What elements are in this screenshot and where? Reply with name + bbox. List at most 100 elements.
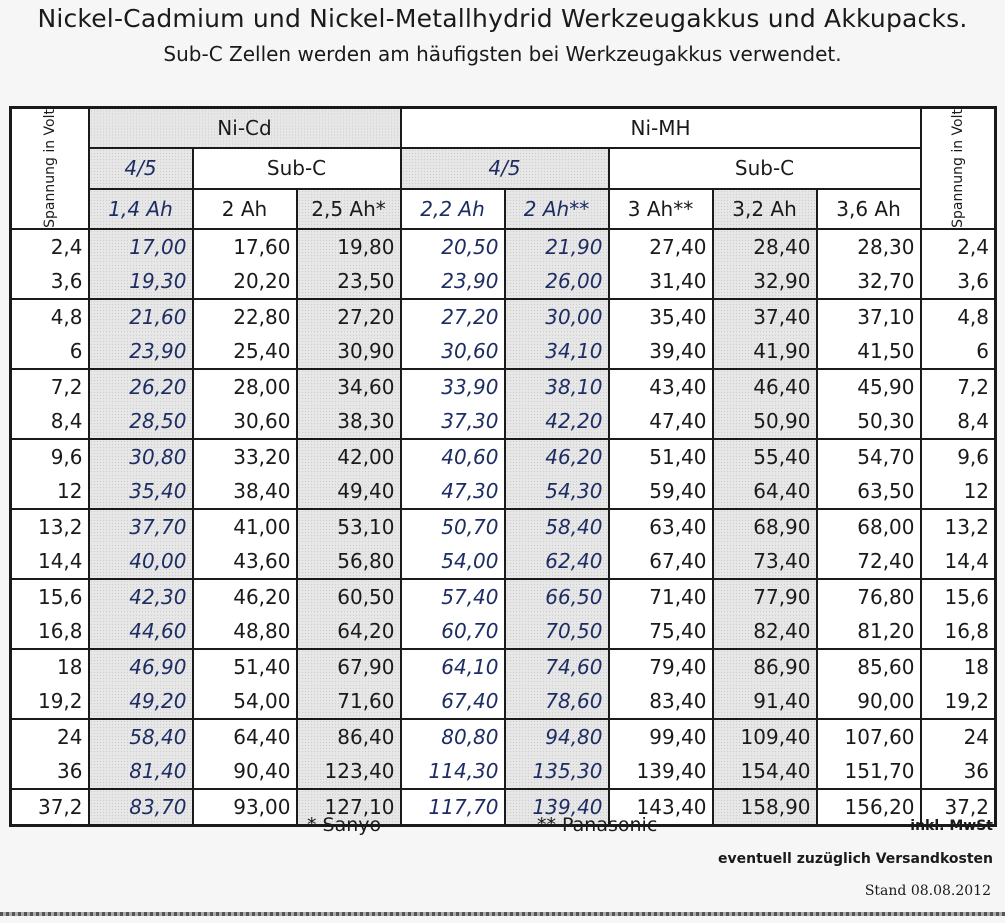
price-cell: 50,30 [815, 403, 922, 439]
voltage-cell: 2,4 [9, 228, 90, 264]
price-cell: 63,50 [815, 473, 922, 509]
voltage-cell: 16,8 [9, 613, 90, 649]
voltage-cell: 4,8 [9, 297, 90, 334]
price-cell: 127,10 [295, 787, 402, 827]
table-row: 24 58,40 64,40 86,40 80,80 94,80 99,40 109,40 10… [9, 717, 997, 754]
voltage-header-left: Spannung in Volt [9, 106, 90, 230]
price-cell: 71,40 [607, 577, 714, 614]
price-cell: 19,80 [295, 228, 402, 264]
price-cell: 53,10 [295, 507, 402, 544]
price-cell: 64,40 [711, 473, 818, 509]
price-cell: 62,40 [503, 543, 610, 579]
voltage-cell: 18 [9, 647, 90, 684]
price-cell: 86,90 [711, 647, 818, 684]
price-cell: 38,40 [191, 473, 298, 509]
price-cell: 68,00 [815, 507, 922, 544]
table-row: 3,6 19,30 20,20 23,50 23,90 26,00 31,40 32,90 32… [9, 263, 997, 299]
price-cell: 17,60 [191, 228, 298, 264]
price-cell: 81,20 [815, 613, 922, 649]
voltage-cell: 13,2 [919, 507, 997, 544]
price-cell: 139,40 [503, 787, 610, 827]
price-cell: 20,50 [399, 228, 506, 264]
price-cell: 58,40 [87, 717, 194, 754]
price-cell: 19,30 [87, 263, 194, 299]
price-cell: 26,00 [503, 263, 610, 299]
table-row: 16,8 44,60 48,80 64,20 60,70 70,50 75,40 82,40 8… [9, 613, 997, 649]
price-cell: 30,60 [399, 333, 506, 369]
price-cell: 99,40 [607, 717, 714, 754]
price-cell: 71,60 [295, 683, 402, 719]
table-row: 15,6 42,30 46,20 60,50 57,40 66,50 71,40 77,90 7… [9, 577, 997, 614]
price-cell: 50,70 [399, 507, 506, 544]
price-cell: 32,90 [711, 263, 818, 299]
price-cell: 73,40 [711, 543, 818, 579]
nimh-subc-header: Sub-C [607, 147, 922, 190]
price-cell: 30,80 [87, 437, 194, 474]
page-subtitle: Sub-C Zellen werden am häufigsten bei We… [163, 42, 842, 66]
price-cell: 117,70 [399, 787, 506, 827]
price-cell: 90,40 [191, 753, 298, 789]
voltage-cell: 36 [9, 753, 90, 789]
price-cell: 79,40 [607, 647, 714, 684]
shipping-note: eventuell zuzüglich Versandkosten [718, 851, 993, 867]
price-cell: 123,40 [295, 753, 402, 789]
price-cell: 27,40 [607, 228, 714, 264]
table-row: 19,2 49,20 54,00 71,60 67,40 78,60 83,40 91,40 9… [9, 683, 997, 719]
price-cell: 21,60 [87, 297, 194, 334]
voltage-cell: 12 [919, 473, 997, 509]
price-cell: 60,50 [295, 577, 402, 614]
table-row: 18 46,90 51,40 67,90 64,10 74,60 79,40 86,90 85,… [9, 647, 997, 684]
table-row: 4,8 21,60 22,80 27,20 27,20 30,00 35,40 37,40 37… [9, 297, 997, 334]
price-cell: 58,40 [503, 507, 610, 544]
price-cell: 55,40 [711, 437, 818, 474]
price-cell: 64,20 [295, 613, 402, 649]
price-cell: 33,90 [399, 367, 506, 404]
price-cell: 32,70 [815, 263, 922, 299]
price-cell: 56,80 [295, 543, 402, 579]
price-cell: 47,40 [607, 403, 714, 439]
col-header: 3 Ah** [607, 187, 714, 230]
price-cell: 82,40 [711, 613, 818, 649]
price-cell: 54,00 [399, 543, 506, 579]
voltage-cell: 14,4 [9, 543, 90, 579]
voltage-cell: 4,8 [919, 297, 997, 334]
price-cell: 43,60 [191, 543, 298, 579]
price-cell: 74,60 [503, 647, 610, 684]
price-cell: 86,40 [295, 717, 402, 754]
voltage-cell: 19,2 [9, 683, 90, 719]
price-cell: 68,90 [711, 507, 818, 544]
nicd-45-header: 4/5 [87, 147, 194, 190]
price-cell: 27,20 [295, 297, 402, 334]
price-cell: 64,10 [399, 647, 506, 684]
price-cell: 67,40 [607, 543, 714, 579]
price-cell: 30,90 [295, 333, 402, 369]
price-cell: 143,40 [607, 787, 714, 827]
price-cell: 43,40 [607, 367, 714, 404]
voltage-cell: 2,4 [919, 228, 997, 264]
price-cell: 37,30 [399, 403, 506, 439]
col-header: 2 Ah** [503, 187, 610, 230]
price-cell: 23,90 [399, 263, 506, 299]
voltage-cell: 18 [919, 647, 997, 684]
price-cell: 57,40 [399, 577, 506, 614]
voltage-cell: 16,8 [919, 613, 997, 649]
table-row: 8,4 28,50 30,60 38,30 37,30 42,20 47,40 50,90 50… [9, 403, 997, 439]
voltage-cell: 3,6 [919, 263, 997, 299]
price-cell: 35,40 [607, 297, 714, 334]
voltage-cell: 24 [919, 717, 997, 754]
price-cell: 46,90 [87, 647, 194, 684]
voltage-cell: 6 [9, 333, 90, 369]
price-cell: 30,60 [191, 403, 298, 439]
table-row: 14,4 40,00 43,60 56,80 54,00 62,40 67,40 73,40 7… [9, 543, 997, 579]
price-cell: 135,30 [503, 753, 610, 789]
price-cell: 151,70 [815, 753, 922, 789]
price-cell: 63,40 [607, 507, 714, 544]
price-cell: 70,50 [503, 613, 610, 649]
table-row: 12 35,40 38,40 49,40 47,30 54,30 59,40 64,40 63,… [9, 473, 997, 509]
price-cell: 17,00 [87, 228, 194, 264]
price-cell: 34,10 [503, 333, 610, 369]
nimh-header: Ni-MH [399, 106, 922, 150]
price-cell: 40,60 [399, 437, 506, 474]
price-cell: 44,60 [87, 613, 194, 649]
price-cell: 25,40 [191, 333, 298, 369]
